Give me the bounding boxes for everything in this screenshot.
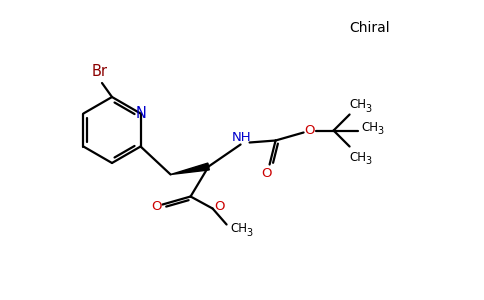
Text: O: O [304, 124, 315, 137]
Text: CH: CH [361, 121, 378, 134]
Text: O: O [214, 200, 225, 213]
Text: 3: 3 [246, 227, 253, 238]
Text: NH: NH [232, 131, 251, 144]
Text: CH: CH [349, 98, 366, 111]
Text: Br: Br [92, 64, 108, 79]
Text: N: N [135, 106, 146, 121]
Polygon shape [170, 163, 209, 175]
Text: 3: 3 [365, 157, 372, 166]
Text: Chiral: Chiral [349, 21, 390, 35]
Text: CH: CH [349, 151, 366, 164]
Text: O: O [151, 200, 162, 213]
Text: 3: 3 [365, 103, 372, 113]
Text: CH: CH [230, 222, 247, 235]
Text: 3: 3 [378, 127, 384, 136]
Text: O: O [261, 167, 272, 180]
